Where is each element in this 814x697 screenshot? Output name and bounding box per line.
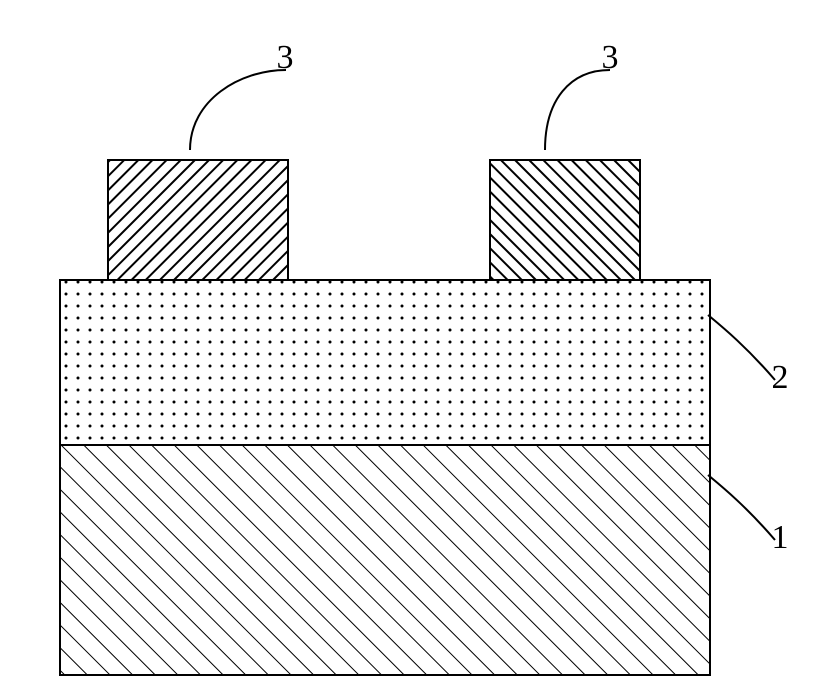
leader-left_top [190, 70, 286, 150]
leader-right_top [545, 70, 610, 150]
layer-1 [60, 445, 710, 675]
leader-layer2 [708, 315, 775, 380]
label-layer1: 1 [772, 519, 789, 556]
leader-layer1 [708, 475, 775, 540]
label-right_top: 3 [602, 39, 619, 76]
top-block-right [490, 160, 640, 280]
layer-2 [60, 280, 710, 445]
label-layer2: 2 [772, 359, 789, 396]
label-left_top: 3 [277, 39, 294, 76]
top-block-left [108, 160, 288, 280]
